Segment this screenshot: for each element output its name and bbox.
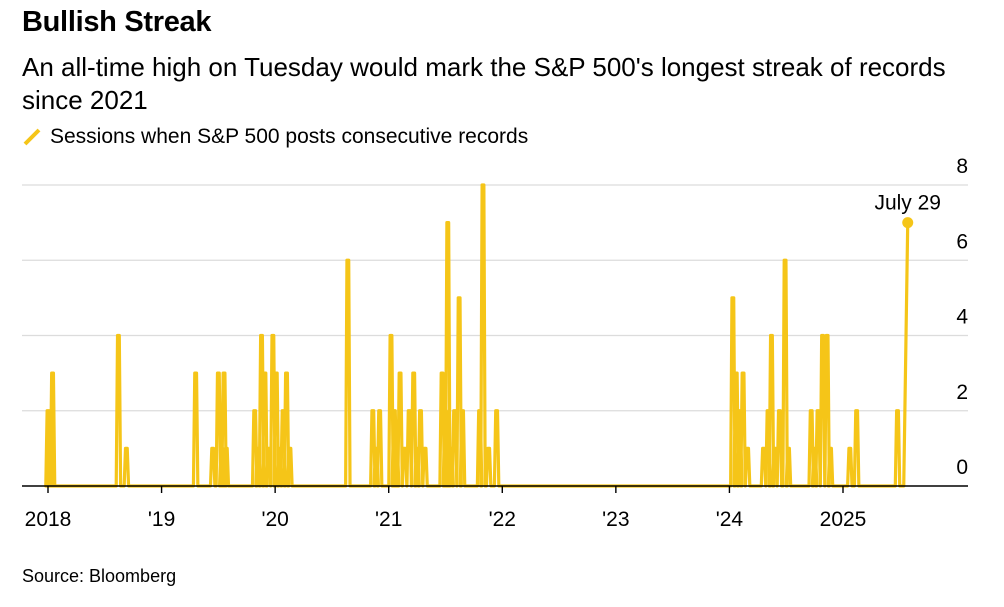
x-tick-label: '23 xyxy=(602,508,629,531)
chart-subtitle: An all-time high on Tuesday would mark t… xyxy=(22,52,946,115)
chart-title: Bullish Streak xyxy=(22,6,212,38)
series-line xyxy=(44,183,910,488)
legend-label: Sessions when S&P 500 posts consecutive … xyxy=(50,125,529,148)
x-tick-label: '21 xyxy=(375,508,402,531)
x-tick-label: '24 xyxy=(716,508,744,531)
end-point-marker xyxy=(902,217,914,229)
chart-area: 0 2 4 6 8 July 29 2018 '19 '20 '21 '22 '23 '24 2025 xyxy=(22,155,968,531)
source-note: Source: Bloomberg xyxy=(22,566,177,586)
y-tick-label: 4 xyxy=(956,306,968,329)
y-tick-label: 6 xyxy=(956,230,968,253)
annotation-label: July 29 xyxy=(874,192,941,215)
x-tick-label: '19 xyxy=(148,508,175,531)
y-tick-label: 2 xyxy=(956,381,968,404)
y-tick-label: 0 xyxy=(956,456,968,479)
y-tick-label: 8 xyxy=(956,155,968,178)
legend-swatch-icon xyxy=(23,128,41,146)
x-tick-label: '20 xyxy=(261,508,288,531)
legend: Sessions when S&P 500 posts consecutive … xyxy=(22,124,528,150)
x-tick-label: '22 xyxy=(489,508,516,531)
x-tick-label: 2018 xyxy=(25,508,72,531)
x-tick-label: 2025 xyxy=(820,508,867,531)
